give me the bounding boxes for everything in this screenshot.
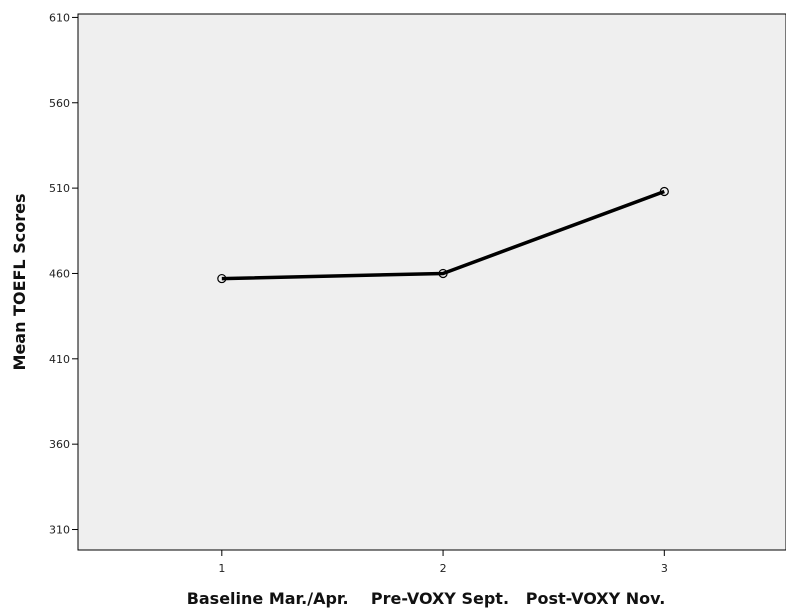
x-tick-label: 3 — [661, 562, 668, 575]
x-axis-ticks: 1 2 3 — [218, 550, 668, 575]
y-tick-label: 610 — [49, 11, 70, 24]
data-point-marker — [659, 186, 669, 197]
data-point-marker — [217, 273, 227, 284]
y-tick-label: 460 — [49, 267, 70, 280]
y-tick-label: 510 — [49, 182, 70, 195]
y-axis-ticks: 310 360 410 460 510 560 610 — [49, 11, 78, 537]
x-tick-label: 1 — [218, 562, 225, 575]
x-tick-label: 2 — [440, 562, 447, 575]
plot-area — [77, 13, 786, 551]
y-axis-title: Mean TOEFL Scores — [10, 194, 29, 371]
x-axis-title: Baseline Mar./Apr. Pre-VOXY Sept. Post-V… — [187, 589, 666, 608]
y-tick-label: 560 — [49, 97, 70, 110]
y-tick-label: 360 — [49, 438, 70, 451]
series-line — [221, 189, 665, 281]
y-tick-label: 410 — [49, 353, 70, 366]
series-layer — [217, 186, 669, 284]
data-point-marker — [438, 268, 448, 279]
y-tick-label: 310 — [49, 524, 70, 537]
